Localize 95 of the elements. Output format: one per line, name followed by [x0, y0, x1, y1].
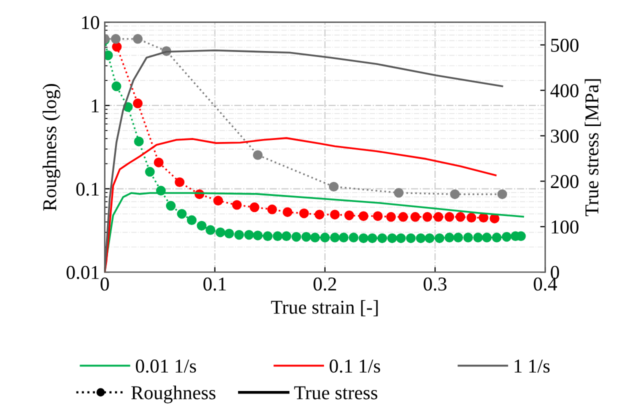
x-axis-title: True strain [-]: [271, 300, 378, 316]
y2-axis-title: True stress [MPa]: [584, 79, 601, 216]
point: [154, 158, 164, 168]
point: [330, 210, 340, 220]
point: [450, 189, 460, 200]
point: [367, 233, 378, 244]
point: [262, 231, 273, 242]
point: [338, 232, 349, 242]
y2-tick-label: 400: [550, 84, 578, 98]
point: [314, 210, 324, 220]
point: [377, 233, 388, 244]
point: [456, 212, 466, 222]
point: [224, 228, 234, 238]
point: [310, 232, 320, 242]
point: [463, 232, 473, 242]
point: [145, 166, 155, 177]
point: [174, 177, 184, 188]
point: [478, 212, 488, 223]
point: [196, 220, 207, 231]
point: [372, 211, 383, 221]
point: [299, 208, 309, 218]
point: [272, 231, 282, 242]
point: [434, 233, 444, 244]
point: [206, 225, 216, 235]
legend-label: 1 1/s: [514, 360, 550, 373]
point: [394, 188, 404, 198]
point: [213, 196, 224, 206]
y2-tick-label: 0: [550, 266, 560, 280]
point: [250, 202, 260, 212]
y-tick-label: 0.01: [66, 266, 99, 280]
point: [232, 200, 242, 210]
point: [473, 232, 483, 242]
point: [104, 50, 113, 60]
point: [444, 232, 454, 242]
point: [176, 209, 187, 219]
point: [466, 212, 476, 223]
point: [112, 81, 122, 92]
point: [387, 233, 397, 244]
x-tick-label: 0.2: [314, 278, 336, 291]
point: [434, 212, 444, 222]
y-axis-title: Roughness (log): [42, 84, 60, 211]
y2-tick-label: 100: [552, 220, 578, 234]
point: [186, 215, 197, 226]
point: [444, 212, 454, 222]
point: [406, 233, 416, 244]
point: [502, 232, 512, 242]
point: [344, 210, 354, 220]
point: [492, 232, 502, 242]
legend-label: 0.1 1/s: [330, 360, 380, 373]
point: [252, 230, 263, 240]
point: [267, 204, 277, 214]
point: [398, 212, 408, 222]
point: [216, 227, 226, 238]
point: [482, 232, 492, 242]
y-tick-label: 0.1: [76, 182, 99, 196]
point: [396, 233, 406, 244]
point: [291, 232, 302, 242]
y2-tick-label: 200: [550, 175, 578, 188]
point: [453, 232, 464, 242]
point: [132, 34, 143, 44]
point: [166, 200, 176, 211]
point: [416, 233, 426, 244]
y2-tick-label: 300: [550, 130, 578, 143]
point: [348, 232, 358, 242]
point: [328, 182, 339, 192]
point: [410, 212, 420, 222]
point: [252, 150, 263, 160]
x-tick-label: 0.4: [534, 278, 558, 291]
point: [132, 98, 143, 108]
point: [112, 42, 122, 52]
point: [330, 232, 340, 242]
point: [244, 230, 254, 240]
x-tick-label: 0.3: [424, 278, 446, 291]
point: [424, 233, 434, 244]
point: [320, 232, 330, 242]
point: [134, 136, 144, 146]
point: [358, 233, 368, 244]
point: [386, 212, 396, 222]
point: [282, 207, 292, 217]
point: [234, 230, 244, 240]
point: [301, 232, 312, 242]
point: [282, 231, 292, 242]
point: [110, 34, 121, 44]
y-tick-label: 10: [82, 16, 100, 30]
point: [422, 212, 432, 222]
y-tick-label: 1: [92, 99, 99, 112]
x-tick-label: 0.1: [203, 278, 226, 291]
point: [358, 211, 368, 221]
text: Roughness: [131, 386, 216, 404]
y2-tick-label: 500: [551, 38, 578, 52]
legend-label: 0.01 1/s: [136, 360, 196, 373]
text: True stress: [294, 386, 378, 400]
x-tick-label: 0: [100, 278, 109, 291]
line-series: [104, 137, 497, 272]
point: [497, 189, 508, 200]
